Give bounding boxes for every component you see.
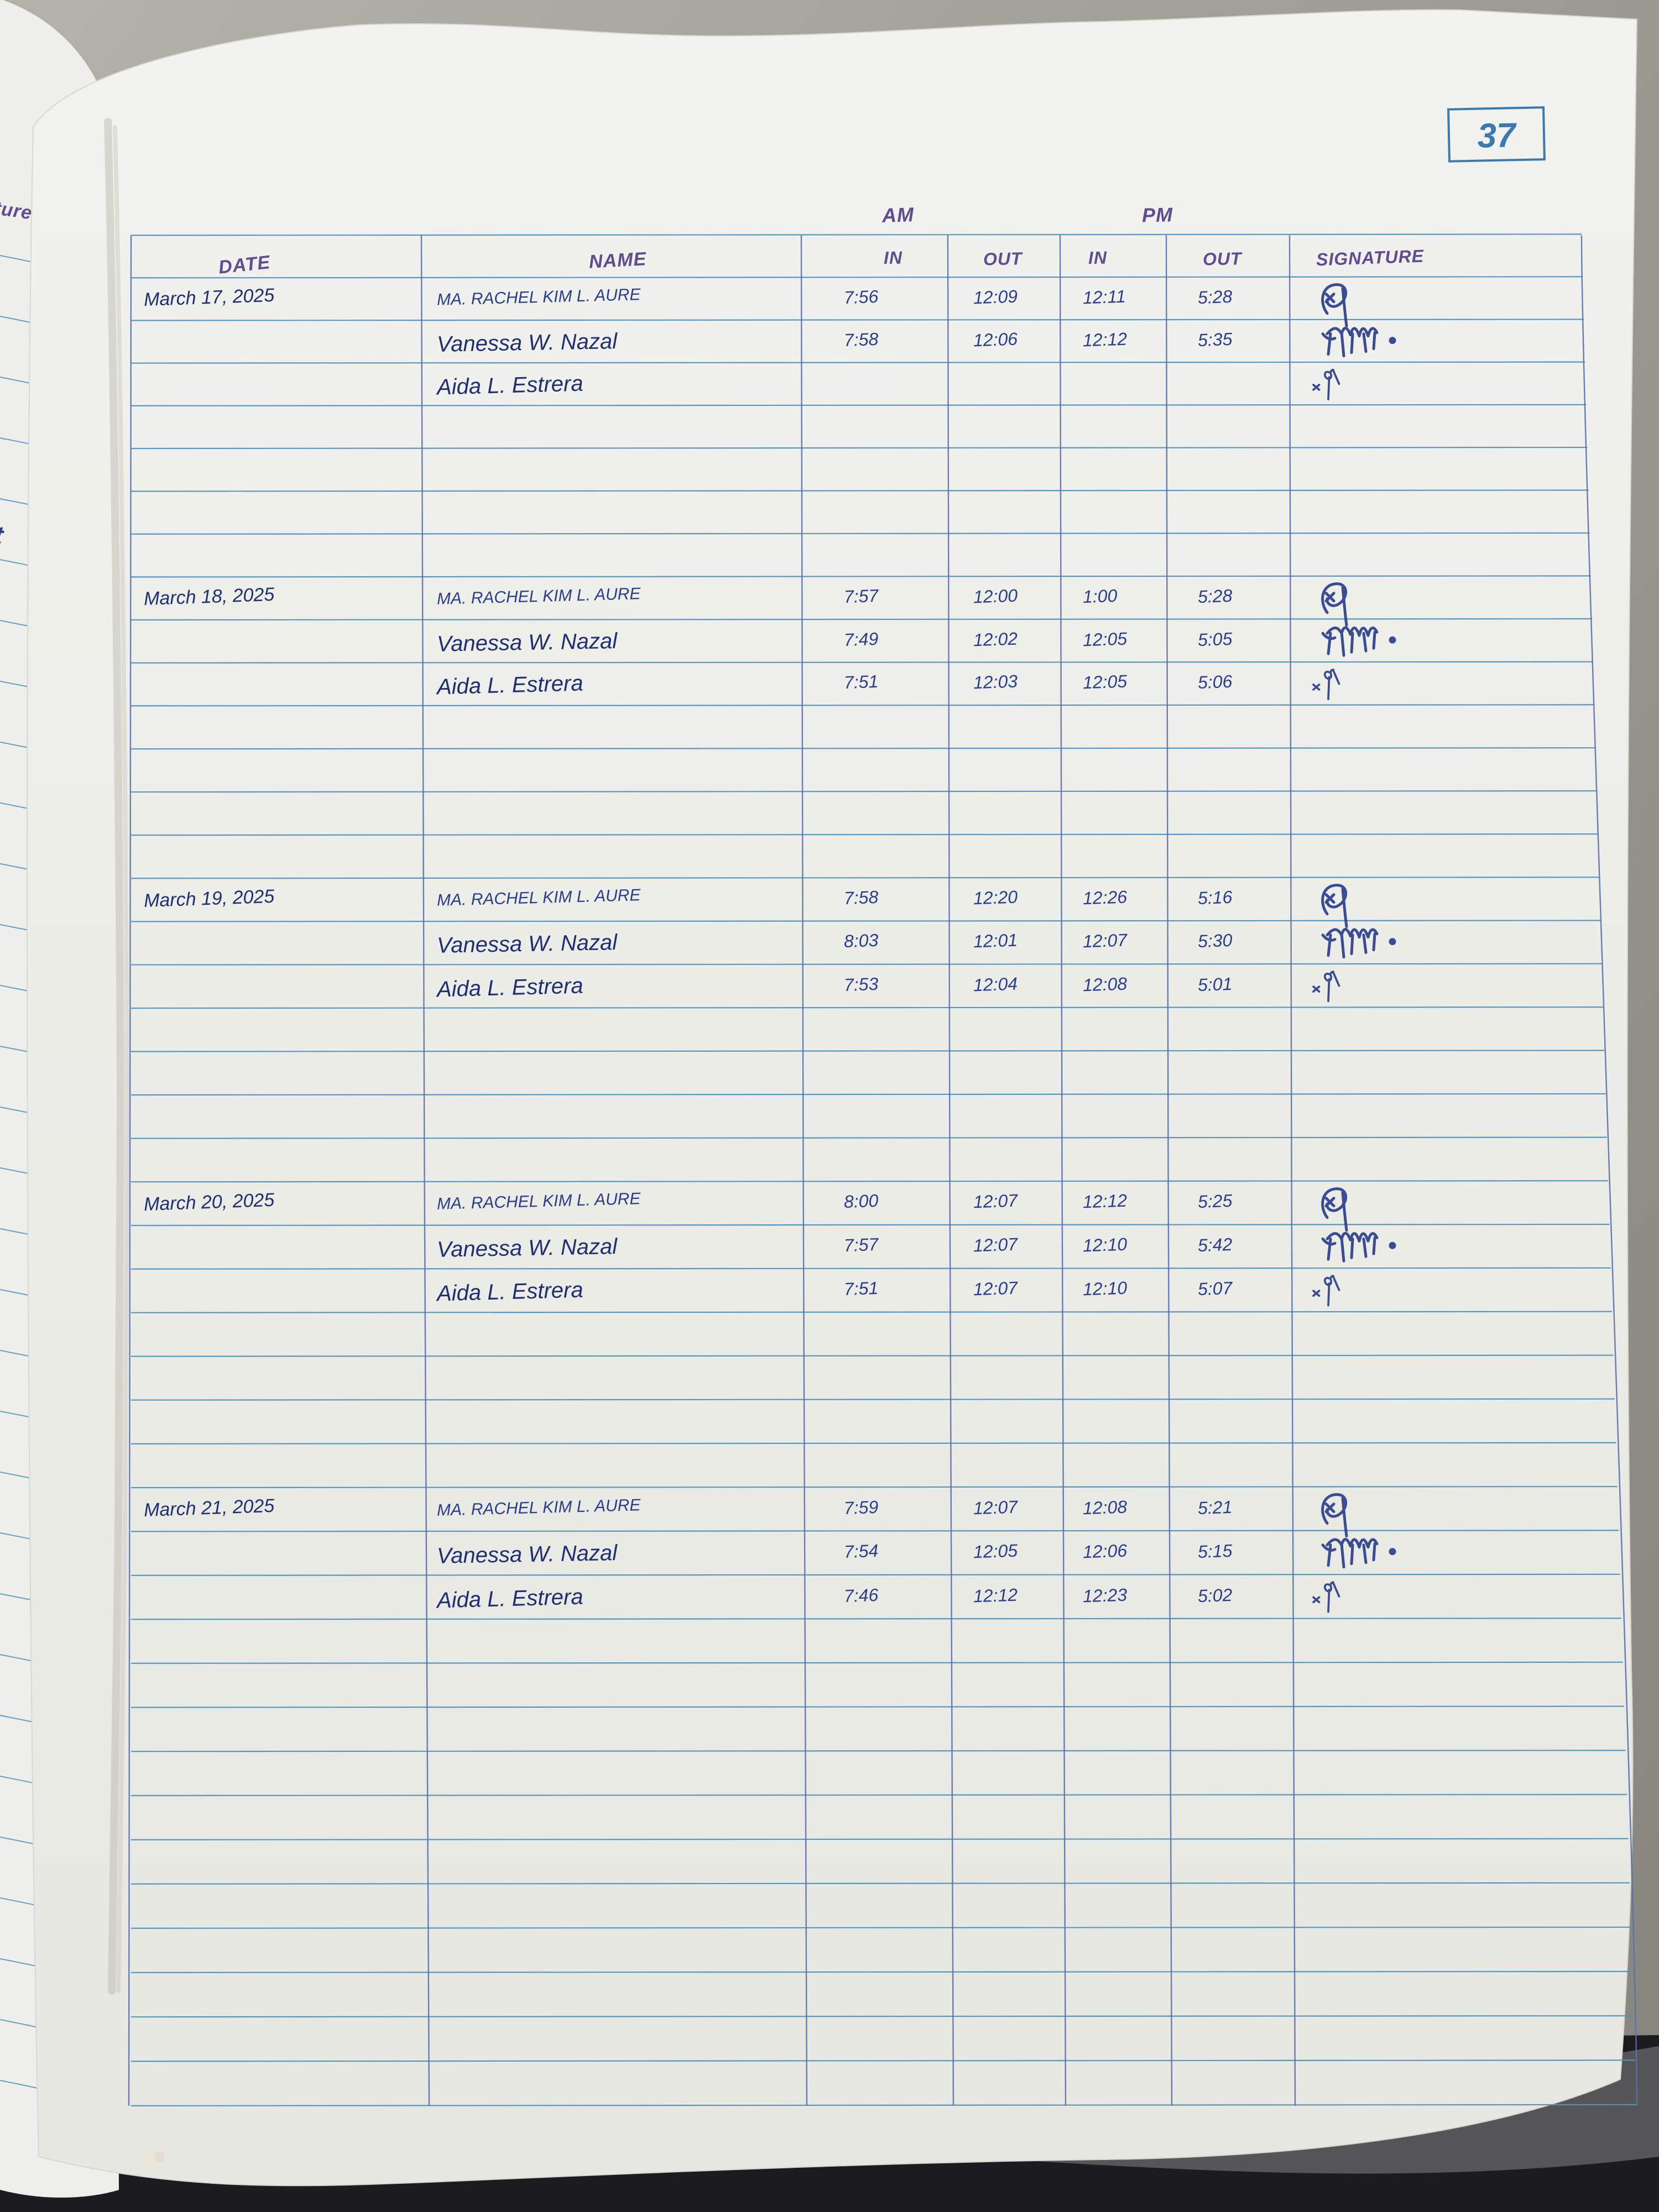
svg-text:37: 37 — [1477, 116, 1517, 155]
